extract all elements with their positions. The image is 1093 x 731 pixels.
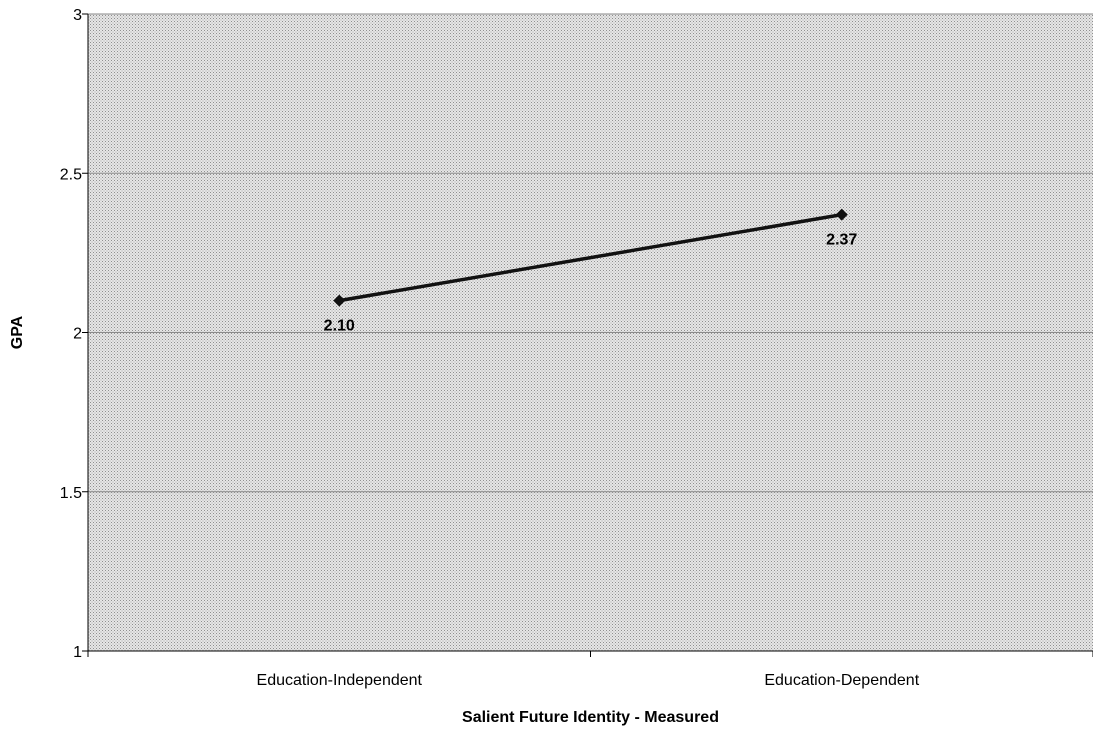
axes bbox=[82, 13, 1093, 657]
x-tick-labels: Education-Independent Education-Dependent bbox=[257, 672, 920, 689]
gridlines bbox=[88, 13, 1093, 493]
y-tick-labels: 1 1.5 2 2.5 3 bbox=[60, 7, 82, 661]
data-label: 2.10 bbox=[324, 318, 355, 335]
y-tick-label: 1 bbox=[73, 644, 82, 661]
series-group: 2.10 2.37 bbox=[324, 208, 857, 335]
x-tick-label: Education-Dependent bbox=[764, 672, 919, 689]
y-tick-label: 2.5 bbox=[60, 166, 82, 183]
y-tick-label: 1.5 bbox=[60, 485, 82, 502]
y-tick-label: 3 bbox=[73, 7, 82, 24]
y-tick-label: 2 bbox=[73, 326, 82, 343]
x-axis-title: Salient Future Identity - Measured bbox=[462, 709, 719, 726]
y-axis-title: GPA bbox=[9, 315, 26, 349]
data-label: 2.37 bbox=[826, 232, 857, 249]
data-point-marker bbox=[333, 294, 346, 307]
data-point-marker bbox=[835, 208, 848, 221]
series-line bbox=[338, 212, 843, 303]
x-tick-label: Education-Independent bbox=[257, 672, 423, 689]
